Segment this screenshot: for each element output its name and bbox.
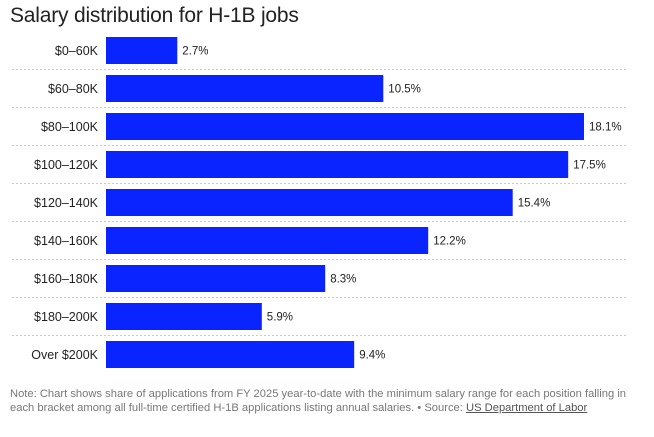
chart-note: Note: Chart shows share of applications …	[10, 388, 644, 415]
data-label: 18.1%	[589, 122, 622, 134]
data-label: 8.3%	[330, 274, 356, 286]
bar	[106, 151, 569, 178]
bar	[106, 303, 262, 330]
category-label: $160–180K	[34, 272, 99, 286]
category-label: $0–60K	[55, 44, 99, 58]
category-label: $180–200K	[34, 310, 99, 324]
category-label: $120–140K	[34, 196, 99, 210]
data-label: 9.4%	[359, 350, 385, 362]
data-label: 10.5%	[388, 84, 421, 96]
bar	[106, 113, 584, 140]
data-label: 2.7%	[182, 46, 208, 58]
note-text: Note: Chart shows share of applications …	[10, 388, 627, 414]
bar	[106, 227, 429, 254]
bar	[106, 265, 326, 292]
bar	[106, 341, 355, 368]
bar	[106, 75, 384, 102]
data-label: 17.5%	[573, 160, 606, 172]
source-link[interactable]: US Department of Labor	[466, 401, 588, 414]
data-label: 5.9%	[267, 312, 293, 324]
data-label: 15.4%	[518, 198, 551, 210]
chart-title: Salary distribution for H-1B jobs	[10, 4, 299, 27]
category-label: $80–100K	[41, 120, 99, 134]
category-label: $100–120K	[34, 158, 99, 172]
bar	[106, 189, 513, 216]
category-label: $60–80K	[48, 82, 99, 96]
bar	[106, 37, 178, 64]
category-label: $140–160K	[34, 234, 99, 248]
data-label: 12.2%	[433, 236, 466, 248]
bar-chart: $0–60K 2.7% $60–80K 10.5% $80–100K 18.1% $100–…	[12, 37, 626, 368]
category-label: Over $200K	[31, 348, 98, 362]
